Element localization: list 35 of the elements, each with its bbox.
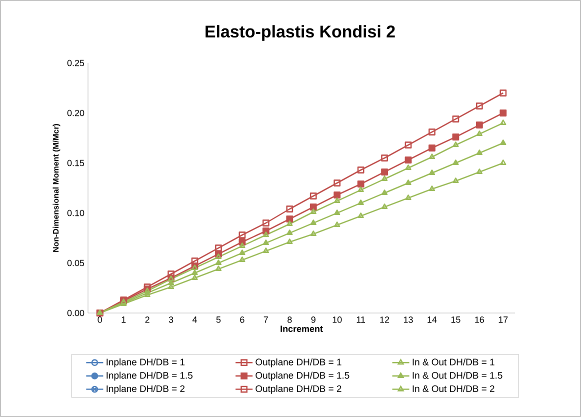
y-tick-label: 0.00 — [67, 310, 84, 316]
x-tick-label: 2 — [145, 316, 150, 323]
chart-title: Elasto-plastis Kondisi 2 — [206, 25, 395, 41]
legend-label: Inplane DH/DB = 1.5 — [106, 372, 193, 381]
x-tick-label: 0 — [98, 316, 102, 323]
x-tick-label: 4 — [192, 316, 197, 323]
x-tick-label: 8 — [288, 316, 292, 323]
x-tick-label: 9 — [311, 316, 316, 323]
x-tick-label: 14 — [428, 316, 437, 323]
legend-label: Inplane DH/DB = 1 — [106, 358, 185, 368]
y-tick-label: 0.10 — [67, 210, 84, 216]
x-tick-label: 10 — [332, 316, 342, 323]
x-tick-label: 1 — [122, 316, 126, 323]
x-tick-label: 7 — [264, 316, 268, 323]
x-tick-label: 15 — [451, 316, 460, 323]
legend-label: Outplane DH/DB = 1 — [256, 358, 342, 368]
x-tick-label: 6 — [240, 316, 244, 323]
x-tick-label: 3 — [168, 316, 174, 323]
legend-label: Outplane DH/DB = 1.5 — [256, 372, 350, 381]
x-axis-title: Increment — [280, 326, 323, 332]
x-tick-label: 5 — [216, 316, 221, 323]
x-tick-label: 11 — [356, 316, 366, 323]
legend-label: In & Out DH/DB = 2 — [412, 385, 494, 392]
legend-label: In & Out DH/DB = 1.5 — [412, 372, 502, 379]
y-tick-label: 0.20 — [67, 110, 84, 116]
y-tick-label: 0.25 — [67, 60, 84, 66]
y-tick-label: 0.15 — [67, 160, 84, 166]
legend-label: In & Out DH/DB = 1 — [412, 358, 494, 366]
x-tick-label: 16 — [475, 316, 484, 323]
legend-label: Inplane DH/DB = 2 — [106, 385, 185, 394]
legend-label: Outplane DH/DB = 2 — [256, 385, 342, 394]
x-tick-label: 12 — [380, 316, 390, 323]
y-tick-label: 0.05 — [67, 260, 84, 266]
x-tick-label: 13 — [404, 316, 413, 323]
x-tick-label: 17 — [498, 316, 508, 323]
